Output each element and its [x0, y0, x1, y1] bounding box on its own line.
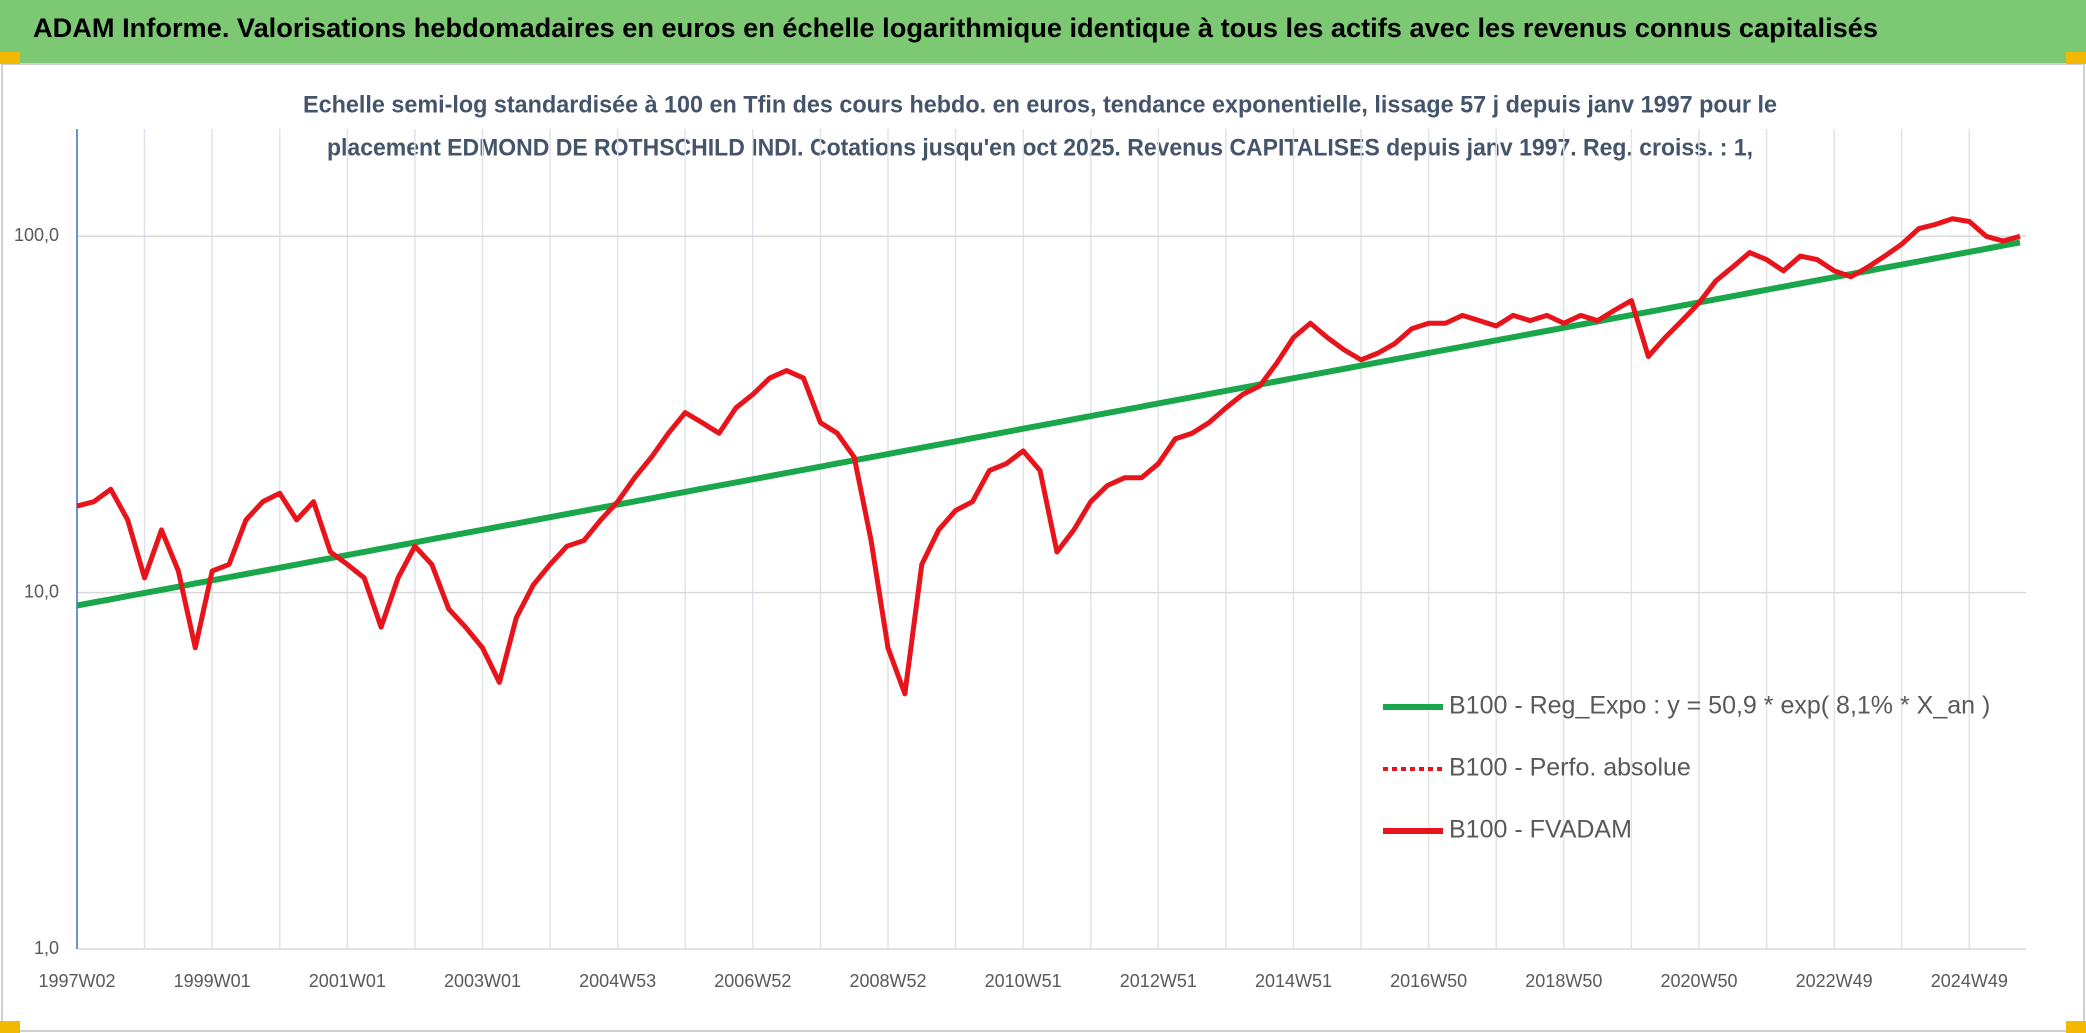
- legend-label: B100 - Perfo. absolue: [1449, 754, 1691, 782]
- subtitle: Echelle semi-log standardisée à 100 en T…: [303, 91, 1777, 118]
- y-tick-label: 10,0: [24, 581, 59, 601]
- legend-label: B100 - Reg_Expo : y = 50,9 * exp( 8,1% *…: [1449, 692, 1990, 720]
- x-tick-label: 2006W52: [714, 971, 791, 991]
- panel: [1, 63, 2085, 1032]
- x-tick-label: 2016W50: [1390, 971, 1467, 991]
- x-tick-label: 2024W49: [1931, 971, 2008, 991]
- x-tick-label: 2020W50: [1660, 971, 1737, 991]
- x-tick-label: 2012W51: [1120, 971, 1197, 991]
- corner: [2066, 1021, 2086, 1033]
- x-tick-label: 2010W51: [985, 971, 1062, 991]
- y-tick-label: 100,0: [14, 225, 59, 245]
- subtitle: placement EDMOND DE ROTHSCHILD INDI. Cot…: [327, 134, 1753, 161]
- x-tick-label: 1997W02: [38, 971, 115, 991]
- x-tick-label: 2018W50: [1525, 971, 1602, 991]
- x-tick-label: 1999W01: [174, 971, 251, 991]
- x-tick-label: 2014W51: [1255, 971, 1332, 991]
- corner: [2066, 52, 2086, 64]
- chart-title: ADAM Informe. Valorisations hebdomadaire…: [33, 13, 1878, 43]
- x-tick-label: 2003W01: [444, 971, 521, 991]
- corner: [0, 1021, 20, 1033]
- x-tick-label: 2001W01: [309, 971, 386, 991]
- x-tick-label: 2004W53: [579, 971, 656, 991]
- x-tick-label: 2022W49: [1796, 971, 1873, 991]
- corner: [0, 52, 20, 64]
- y-tick-label: 1,0: [34, 938, 59, 958]
- series-line: [76, 216, 2021, 697]
- x-tick-label: 2008W52: [849, 971, 926, 991]
- header-bar: [0, 0, 2086, 64]
- legend-label: B100 - FVADAM: [1449, 816, 1632, 844]
